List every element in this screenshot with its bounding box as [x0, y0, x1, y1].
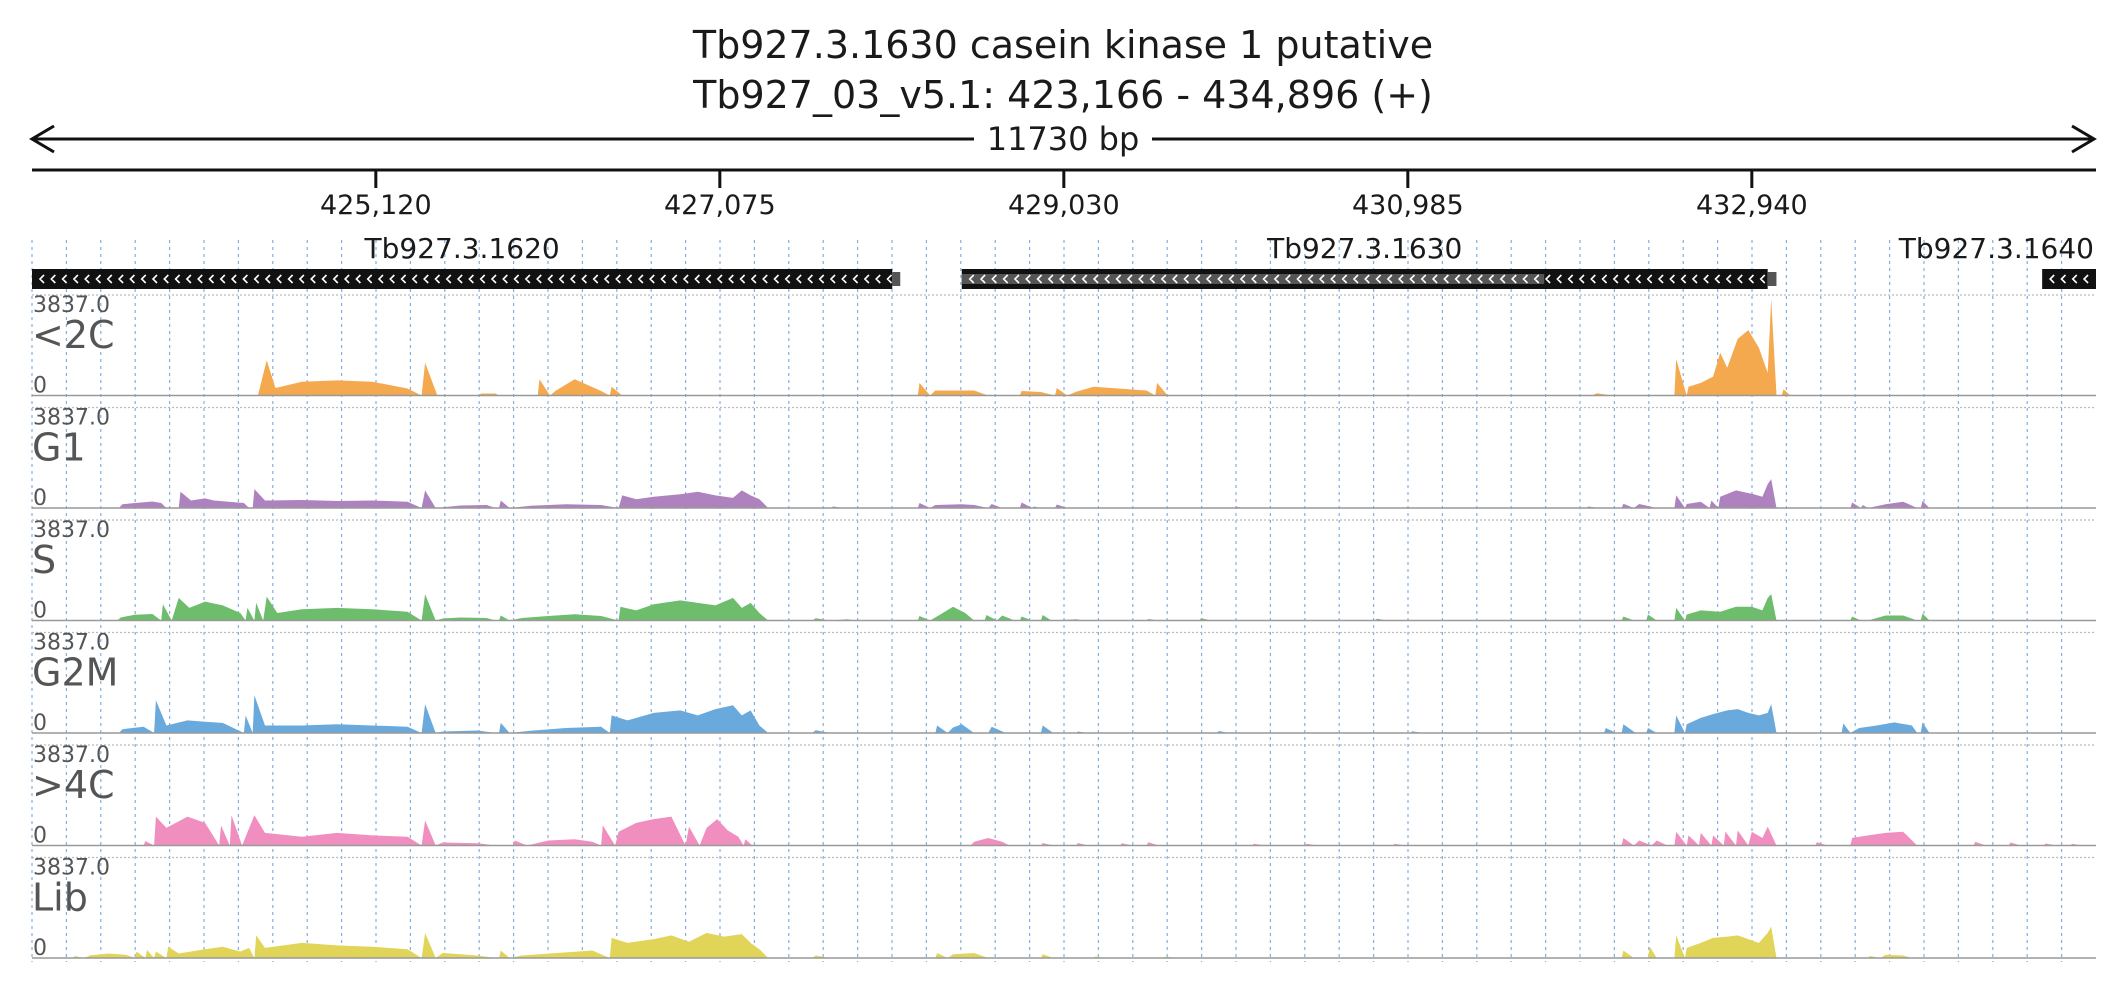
track-ymax-label: 3837.0	[33, 518, 110, 543]
figure-title: Tb927.3.1630 casein kinase 1 putative	[692, 23, 1433, 67]
track-ymin-label: 0	[33, 486, 47, 511]
gene-utr	[892, 272, 901, 286]
position-axis: 425,120 427,075 429,030 430,985 432,940	[32, 168, 2096, 221]
axis-tick-label: 429,030	[1008, 190, 1120, 221]
track-ymin-label: 0	[33, 824, 47, 849]
axis-tick-label: 430,985	[1352, 190, 1464, 221]
strand-chevron-icon	[38, 274, 893, 284]
strand-chevron-icon	[968, 274, 1766, 284]
coverage-tracks: 3837.0<2C03837.0G103837.0S03837.0G2M0383…	[32, 293, 2096, 961]
gene-label: Tb927.3.1640	[1898, 232, 2094, 265]
track-2: 3837.0G1 0	[32, 406, 2096, 511]
track-name: S	[32, 538, 56, 582]
figure-subtitle: Tb927_03_v5.1: 423,166 - 434,896 (+)	[692, 73, 1433, 117]
coverage-area	[32, 926, 2096, 958]
gene-Tb927.3.1640[interactable]: Tb927.3.1640	[1898, 232, 2096, 289]
track-name: Lib	[32, 876, 88, 920]
axis-tick-label: 425,120	[320, 190, 432, 221]
gridlines	[31, 240, 2063, 962]
track-ymax-label: 3837.0	[33, 406, 110, 431]
gene-track: Tb927.3.1620 Tb927.3.1630 Tb927.3.1640	[32, 232, 2096, 289]
track-name: <2C	[32, 313, 115, 357]
arrow-left-icon	[29, 124, 55, 154]
axis-tick-label: 432,940	[1696, 190, 1808, 221]
gene-label: Tb927.3.1630	[1266, 232, 1462, 265]
track-ymin-label: 0	[33, 599, 47, 624]
track-ymax-label: 3837.0	[33, 856, 110, 881]
track-ymin-label: 0	[33, 711, 47, 736]
coverage-area	[32, 594, 2096, 621]
coverage-area	[32, 815, 2096, 846]
gene-Tb927.3.1630[interactable]: Tb927.3.1630	[961, 232, 1777, 289]
track-3: 3837.0S 0	[32, 518, 2096, 624]
track-ymin-label: 0	[33, 936, 47, 961]
coverage-area	[32, 695, 2096, 733]
track-ymax-label: 3837.0	[33, 631, 110, 656]
track-1: 3837.0<2C 0	[32, 293, 2096, 399]
track-ymax-label: 3837.0	[33, 293, 110, 318]
gene-body	[32, 269, 893, 289]
gene-utr	[1767, 272, 1777, 286]
track-name: G1	[32, 426, 86, 470]
span-indicator: 11730 bp	[29, 120, 2097, 158]
track-ymax-label: 3837.0	[33, 743, 110, 768]
gene-label: Tb927.3.1620	[364, 232, 560, 265]
track-name: G2M	[32, 651, 118, 695]
span-length-label: 11730 bp	[987, 120, 1140, 158]
track-name: >4C	[32, 763, 115, 807]
track-ymin-label: 0	[33, 374, 47, 399]
coverage-area	[32, 479, 2096, 508]
gene-Tb927.3.1620[interactable]: Tb927.3.1620	[32, 232, 901, 289]
gene-body	[2042, 269, 2096, 289]
arrow-right-icon	[2071, 124, 2097, 154]
track-5: 3837.0>4C 0	[32, 743, 2096, 849]
strand-chevron-icon	[2049, 274, 2089, 284]
axis-tick-label: 427,075	[664, 190, 776, 221]
